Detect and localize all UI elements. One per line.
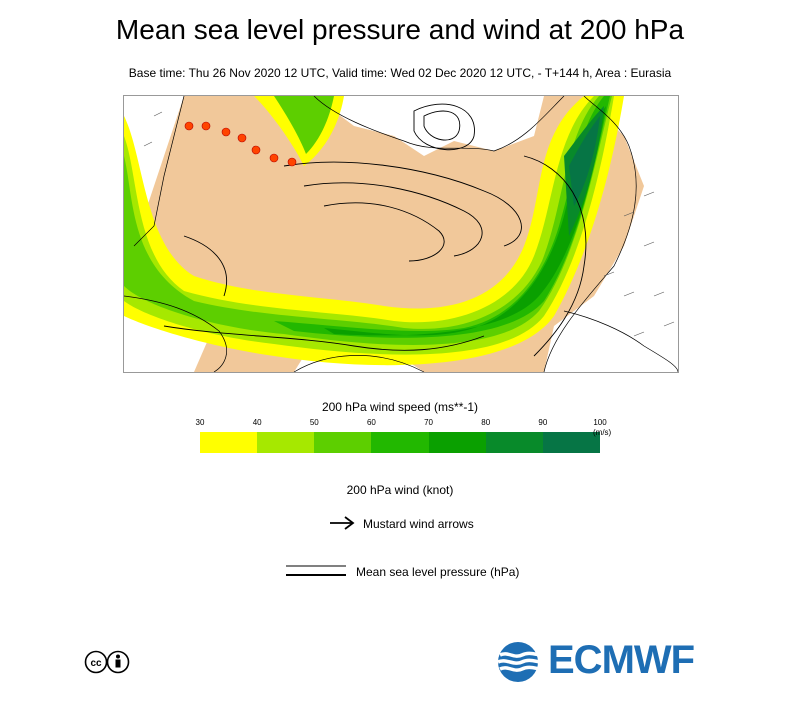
colorbar-segment [542, 432, 600, 453]
jet-band-30 [124, 96, 624, 366]
wind-arrows [143, 111, 675, 337]
colorbar-tick-label: 70 [424, 418, 434, 427]
colorbar-tick-label: 40 [252, 418, 262, 427]
colorbar-segment [257, 432, 315, 453]
map-canvas [124, 96, 678, 372]
strong-wind-markers [184, 121, 297, 167]
colorbar-segment [371, 432, 429, 453]
arrows-legend-label: Mustard wind arrows [363, 517, 474, 531]
colorbar-segment [200, 432, 258, 453]
colorbar [200, 432, 600, 453]
pacific-sea [544, 96, 678, 372]
colorbar-tick-label: 50 [309, 418, 319, 427]
colorbar-tick-label: 80 [481, 418, 491, 427]
ecmwf-logo-mark [497, 642, 541, 682]
colorbar-title: 200 hPa wind speed (ms**-1) [321, 400, 479, 414]
colorbar-tick-label: 30 [195, 418, 205, 427]
arctic-sea [314, 96, 544, 156]
ecmwf-logo-text: ECMWF [548, 638, 695, 682]
isobar-line-icon [286, 565, 346, 576]
wind-legend-title: 200 hPa wind (knot) [346, 483, 454, 497]
pressure-isobars [163, 103, 587, 357]
arrow-icon [330, 516, 355, 530]
weather-map [123, 95, 679, 373]
svg-text:cc: cc [90, 658, 102, 669]
chart-title: Mean sea level pressure and wind at 200 … [115, 14, 685, 45]
colorbar-tick-label: 100 [593, 418, 607, 427]
chart-subtitle: Base time: Thu 26 Nov 2020 12 UTC, Valid… [128, 66, 672, 80]
pressure-legend-label: Mean sea level pressure (hPa) [356, 565, 520, 579]
colorbar-unit: (m/s) [593, 428, 612, 437]
jet-band-90 [569, 116, 600, 206]
colorbar-segment [485, 432, 543, 453]
coastlines [124, 96, 678, 372]
jet-band-north-50 [274, 96, 334, 154]
creative-commons-icon: cc [84, 650, 130, 674]
colorbar-segment [428, 432, 486, 453]
colorbar-tick-label: 90 [538, 418, 548, 427]
colorbar-segment [314, 432, 372, 453]
colorbar-tick-label: 60 [366, 418, 376, 427]
